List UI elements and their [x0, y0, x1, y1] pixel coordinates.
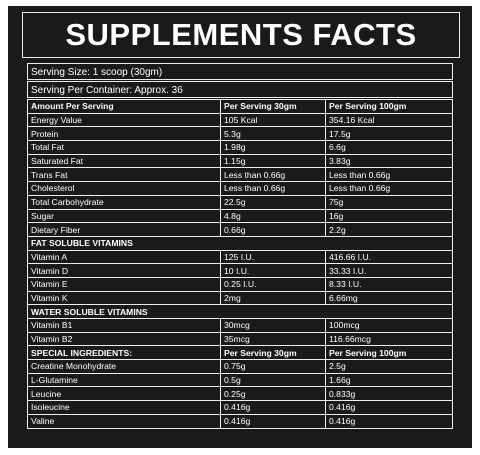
table-cell: 416.66 I.U. [325, 249, 453, 265]
table-cell: 8.33 I.U. [325, 276, 453, 292]
table-cell: 3.83g [325, 153, 453, 169]
facts-table: Amount Per Serving Per Serving 30gm Per Se… [27, 99, 453, 429]
table-cell: Less than 0.66g [220, 181, 326, 196]
table-cell: 4.8g [220, 208, 326, 224]
table-cell: 100mcg [325, 318, 453, 333]
table-row: Saturated Fat 1.15g 3.83g [27, 153, 453, 169]
table-cell: 0.833g [325, 386, 453, 402]
serving-container: Serving Per Container: Approx. 36 [27, 81, 453, 98]
table-cell: Vitamin K [27, 290, 221, 306]
table-cell: 0.25g [220, 386, 326, 402]
table-cell: Trans Fat [27, 167, 221, 183]
table-cell: Vitamin E [27, 276, 221, 292]
table-cell: FAT SOLUBLE VITAMINS [27, 235, 453, 251]
table-row: Creatine Monohydrate 0.75g 2.5g [27, 359, 453, 374]
table-cell: Per Serving 30gm [220, 345, 326, 361]
table-cell: 22.5g [220, 194, 326, 210]
table-cell: 2mg [220, 290, 326, 306]
table-row: Valine 0.416g 0.416g [27, 413, 453, 429]
table-cell: Total Fat [27, 140, 221, 155]
table-cell: L-Glutamine [27, 372, 221, 388]
table-row: Vitamin A 125 I.U. 416.66 I.U. [27, 249, 453, 265]
table-cell: Vitamin A [27, 249, 221, 265]
table-cell: Amount Per Serving [27, 99, 221, 114]
table-cell: 0.416g [220, 400, 326, 415]
table-cell: 0.416g [325, 400, 453, 415]
table-cell: 17.5g [325, 126, 453, 142]
table-row: Trans Fat Less than 0.66g Less than 0.66g [27, 167, 453, 183]
table-cell: Cholesterol [27, 181, 221, 196]
table-cell: Per Serving 30gm [220, 99, 326, 114]
table-cell: Per Serving 100gm [325, 99, 453, 114]
table-cell: Less than 0.66g [325, 167, 453, 183]
table-row: Sugar 4.8g 16g [27, 208, 453, 224]
table-cell: Isoleucine [27, 400, 221, 415]
table-cell: 2.5g [325, 359, 453, 374]
table-cell: 0.66g [220, 222, 326, 237]
table-cell: Saturated Fat [27, 153, 221, 169]
table-cell: 16g [325, 208, 453, 224]
table-cell: Dietary Fiber [27, 222, 221, 237]
table-cell: 0.5g [220, 372, 326, 388]
table-cell: 0.416g [325, 413, 453, 429]
table-cell: 5.3g [220, 126, 326, 142]
table-cell: Less than 0.66g [325, 181, 453, 196]
table-row: Cholesterol Less than 0.66g Less than 0.66… [27, 181, 453, 196]
table-row: Total Fat 1.98g 6.6g [27, 140, 453, 155]
table-row: Dietary Fiber 0.66g 2.2g [27, 222, 453, 237]
table-cell: 354.16 Kcal [325, 112, 453, 128]
table-cell: Vitamin B1 [27, 318, 221, 333]
table-row: Leucine 0.25g 0.833g [27, 386, 453, 402]
table-row: Amount Per Serving Per Serving 30gm Per Se… [27, 99, 453, 114]
table-row: SPECIAL INGREDIENTS: Per Serving 30gm Per … [27, 345, 453, 361]
table-cell: Vitamin B2 [27, 331, 221, 347]
table-cell: 10 I.U. [220, 263, 326, 278]
table-cell: 75g [325, 194, 453, 210]
table-cell: 6.66mg [325, 290, 453, 306]
table-row: Vitamin D 10 I.U. 33.33 I.U. [27, 263, 453, 278]
table-row: Protein 5.3g 17.5g [27, 126, 453, 142]
table-cell: 125 I.U. [220, 249, 326, 265]
table-cell: WATER SOLUBLE VITAMINS [27, 304, 453, 319]
table-row: Vitamin B2 35mcg 116.66mcg [27, 331, 453, 347]
title: SUPPLEMENTS FACTS [22, 12, 460, 58]
table-cell: Energy Value [27, 112, 221, 128]
table-cell: 0.25 I.U. [220, 276, 326, 292]
table-cell: 2.2g [325, 222, 453, 237]
table-row: WATER SOLUBLE VITAMINS [27, 304, 453, 319]
table-row: FAT SOLUBLE VITAMINS [27, 235, 453, 251]
serving-size: Serving Size: 1 scoop (30gm) [27, 63, 453, 80]
table-cell: 35mcg [220, 331, 326, 347]
table-cell: 116.66mcg [325, 331, 453, 347]
table-cell: Creatine Monohydrate [27, 359, 221, 374]
table-cell: SPECIAL INGREDIENTS: [27, 345, 221, 361]
table-row: L-Glutamine 0.5g 1.66g [27, 372, 453, 388]
table-row: Vitamin B1 30mcg 100mcg [27, 318, 453, 333]
table-cell: 0.75g [220, 359, 326, 374]
table-cell: 105 Kcal [220, 112, 326, 128]
table-cell: Total Carbohydrate [27, 194, 221, 210]
facts-panel: SUPPLEMENTS FACTS Serving Size: 1 scoop … [8, 6, 472, 448]
table-cell: 1.15g [220, 153, 326, 169]
table-cell: 6.6g [325, 140, 453, 155]
table-cell: Valine [27, 413, 221, 429]
table-cell: Sugar [27, 208, 221, 224]
table-cell: 1.66g [325, 372, 453, 388]
table-cell: Less than 0.66g [220, 167, 326, 183]
table-cell: 1.98g [220, 140, 326, 155]
table-cell: 0.416g [220, 413, 326, 429]
table-row: Total Carbohydrate 22.5g 75g [27, 194, 453, 210]
table-row: Energy Value 105 Kcal 354.16 Kcal [27, 112, 453, 128]
table-cell: Vitamin D [27, 263, 221, 278]
table-row: Vitamin K 2mg 6.66mg [27, 290, 453, 306]
table-cell: Per Serving 100gm [325, 345, 453, 361]
table-cell: 30mcg [220, 318, 326, 333]
table-cell: Protein [27, 126, 221, 142]
table-cell: Leucine [27, 386, 221, 402]
table-row: Vitamin E 0.25 I.U. 8.33 I.U. [27, 276, 453, 292]
table-cell: 33.33 I.U. [325, 263, 453, 278]
table-row: Isoleucine 0.416g 0.416g [27, 400, 453, 415]
